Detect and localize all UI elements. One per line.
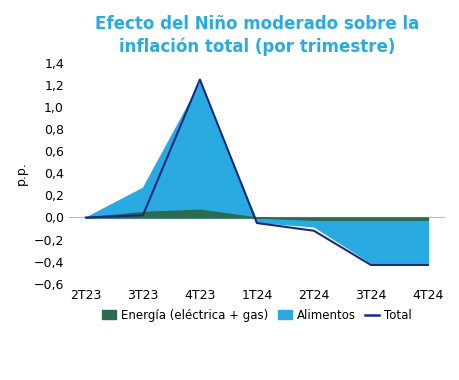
Y-axis label: p.p.: p.p. bbox=[15, 162, 28, 185]
Title: Efecto del Niño moderado sobre la
inflación total (por trimestre): Efecto del Niño moderado sobre la inflac… bbox=[95, 15, 418, 56]
Legend: Energía (eléctrica + gas), Alimentos, Total: Energía (eléctrica + gas), Alimentos, To… bbox=[97, 304, 415, 326]
